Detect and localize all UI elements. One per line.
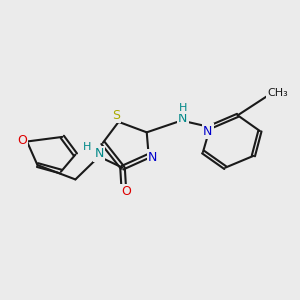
Text: H: H [83,142,92,152]
Text: H: H [178,103,187,113]
Text: N: N [203,124,212,137]
Text: CH₃: CH₃ [267,88,288,98]
Text: O: O [122,185,131,198]
Text: S: S [112,109,120,122]
Text: N: N [94,147,104,161]
Text: N: N [148,151,157,164]
Text: N: N [178,112,188,125]
Text: O: O [17,134,27,147]
